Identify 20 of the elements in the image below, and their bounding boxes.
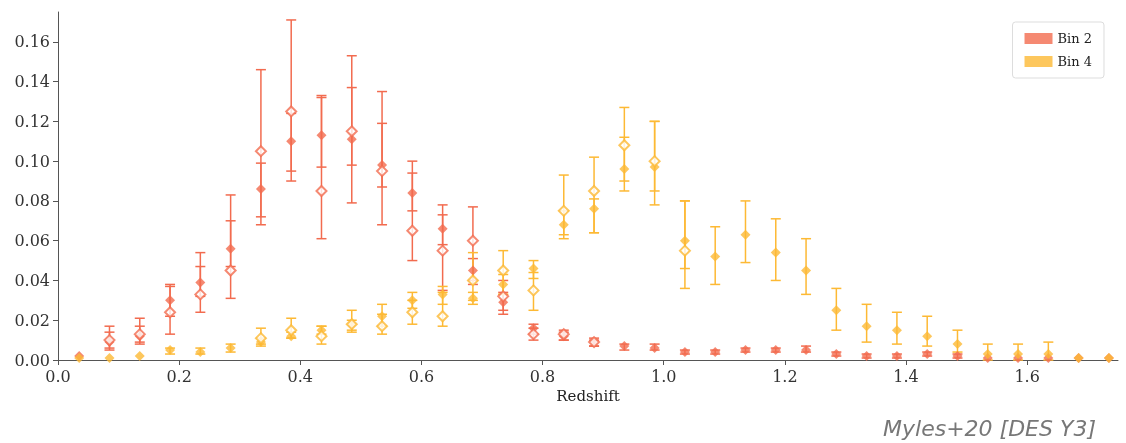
y-tick-label: 0.04 (14, 270, 50, 290)
y-tick-label: 0.12 (14, 111, 50, 131)
x-tick-label: 1.4 (893, 366, 919, 386)
y-tick-label: 0.16 (14, 32, 50, 52)
x-tick-label: 1.0 (650, 366, 677, 386)
x-tick-label: 0.4 (287, 366, 314, 386)
y-tick-label: 0.10 (14, 151, 50, 171)
x-tick-label: 0.8 (529, 366, 556, 386)
text: Myles+20 [DES Y3] (883, 415, 1097, 441)
y-tick-label: 0.14 (14, 72, 50, 92)
legend-label: Bin 4 (1057, 54, 1093, 69)
y-tick-label: 0.08 (14, 191, 50, 211)
x-tick-label: 1.6 (1014, 366, 1040, 386)
y-tick-label: 0.06 (14, 231, 50, 251)
y-tick-label: 0.02 (14, 310, 50, 330)
x-tick-label: 0.6 (408, 366, 435, 386)
x-tick-label: 1.2 (772, 366, 798, 386)
x-tick-label: 0.2 (166, 366, 192, 386)
x-axis-title: Redshift (556, 387, 620, 406)
legend-label: Bin 2 (1057, 31, 1093, 46)
